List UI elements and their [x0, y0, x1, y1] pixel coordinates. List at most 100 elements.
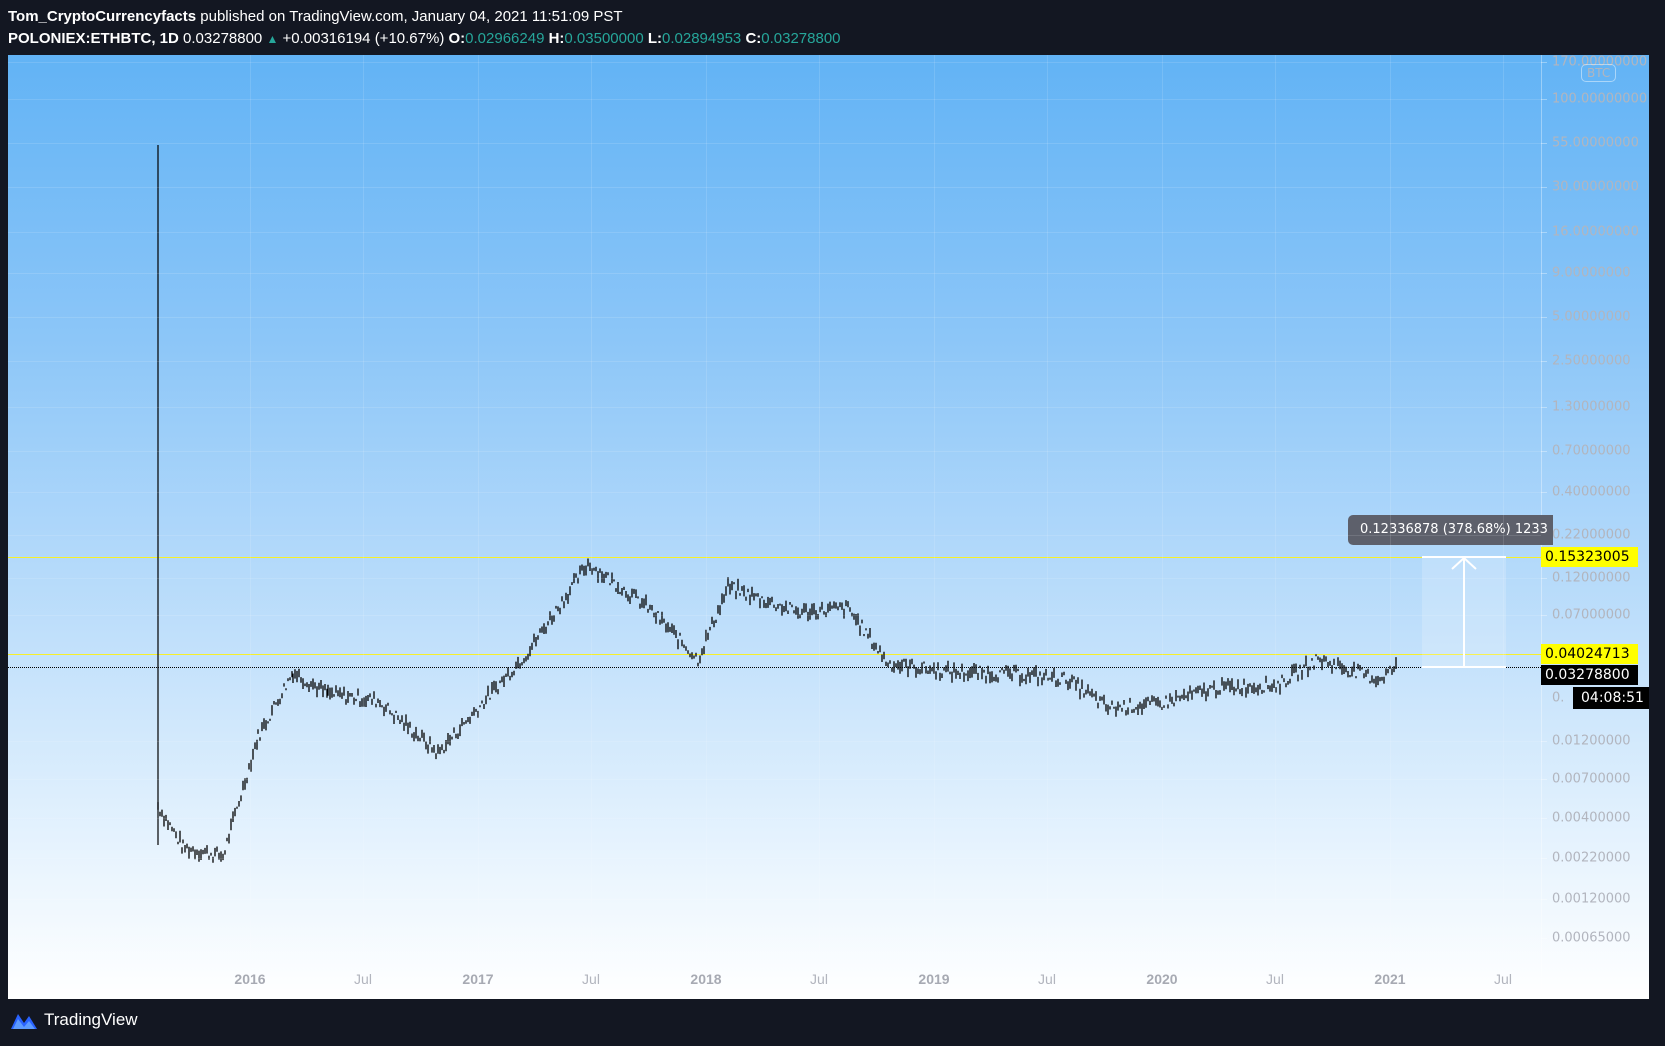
price-change: +0.00316194 (+10.67%) [282, 30, 445, 47]
low-label: L: [647, 30, 663, 47]
last-price: 0.03278800 [183, 30, 263, 47]
horizontal-gridline [8, 938, 1541, 939]
current-price-line [8, 667, 1541, 668]
vertical-gridline [819, 55, 820, 955]
price-tick-mark [1541, 779, 1547, 780]
horizontal-gridline [8, 361, 1541, 362]
price-tick-label: 0.40000000 [1552, 484, 1631, 500]
footer-branding[interactable]: TradingView [10, 1010, 138, 1030]
horizontal-gridline [8, 899, 1541, 900]
resistance-low-label: 0.04024713 [1541, 644, 1638, 664]
price-tick-label: 170.00000000 [1552, 55, 1648, 70]
price-tick-mark [1541, 578, 1547, 579]
resistance-line-high[interactable] [8, 557, 1541, 558]
vertical-gridline [1503, 55, 1504, 955]
time-tick-label: 2019 [918, 971, 950, 987]
time-tick-label: 2018 [690, 971, 722, 987]
price-tick-mark [1541, 99, 1547, 100]
time-tick-label: 2021 [1374, 971, 1406, 987]
ohlc-line: POLONIEX:ETHBTC, 1D 0.03278800 ▲ +0.0031… [8, 28, 841, 50]
price-tick-label: 5.00000000 [1552, 309, 1631, 325]
horizontal-gridline [8, 317, 1541, 318]
high-label: H: [548, 30, 565, 47]
price-tick-mark [1541, 818, 1547, 819]
price-tick-label: 0.00700000 [1552, 771, 1631, 787]
vertical-gridline [1390, 55, 1391, 955]
price-tick-label: 2.50000000 [1552, 353, 1631, 369]
triangle-up-icon: ▲ [266, 32, 279, 46]
bar-countdown: 04:08:51 [1573, 687, 1649, 709]
vertical-gridline [1275, 55, 1276, 955]
price-tick-mark [1541, 143, 1547, 144]
vertical-gridline [934, 55, 935, 955]
symbol-interval: POLONIEX:ETHBTC, 1D [8, 30, 179, 47]
price-tick-mark [1541, 938, 1547, 939]
resistance-high-label: 0.15323005 [1541, 547, 1638, 567]
price-tick-label: 0.01200000 [1552, 733, 1631, 749]
time-tick-label: Jul [810, 971, 828, 987]
price-tick-label: 16.00000000 [1552, 224, 1639, 240]
horizontal-gridline [8, 535, 1541, 536]
vertical-gridline [1047, 55, 1048, 955]
brand-name: TradingView [44, 1010, 138, 1029]
vertical-gridline [706, 55, 707, 955]
price-tick-label: 100.00000000 [1552, 91, 1648, 107]
time-tick-label: 2017 [462, 971, 494, 987]
time-tick-label: Jul [1266, 971, 1284, 987]
horizontal-gridline [8, 741, 1541, 742]
price-tick-label: 0.00065000 [1552, 930, 1631, 946]
horizontal-gridline [8, 578, 1541, 579]
price-range-arrow-icon [1422, 556, 1506, 668]
price-series [157, 145, 1397, 863]
author-name[interactable]: Tom_CryptoCurrencyfacts [8, 8, 197, 25]
price-tick-mark [1541, 741, 1547, 742]
vertical-gridline [363, 55, 364, 955]
price-tick-label: 9.00000000 [1552, 265, 1631, 281]
low-value: 0.02894953 [662, 30, 742, 47]
price-tick-mark [1541, 232, 1547, 233]
horizontal-gridline [8, 143, 1541, 144]
horizontal-gridline [8, 492, 1541, 493]
price-tick-mark [1541, 187, 1547, 188]
vertical-gridline [478, 55, 479, 955]
price-tick-label: 0.00400000 [1552, 810, 1631, 826]
horizontal-gridline [8, 62, 1541, 63]
chart-area[interactable]: 170.00000000 100.00000000 55.00000000 30.00… [8, 55, 1649, 999]
current-price-label: 0.03278800 [1541, 665, 1638, 685]
vertical-gridline [1162, 55, 1163, 955]
price-tick-mark [1541, 273, 1547, 274]
open-value: 0.02966249 [465, 30, 545, 47]
time-tick-label: 2016 [234, 971, 266, 987]
price-tick-partial: 0. [1552, 690, 1565, 706]
price-tick-mark [1541, 317, 1547, 318]
price-tick-mark [1541, 492, 1547, 493]
time-tick-label: Jul [1494, 971, 1512, 987]
horizontal-gridline [8, 858, 1541, 859]
price-tick-mark [1541, 62, 1547, 63]
close-value: 0.03278800 [761, 30, 841, 47]
price-tick-mark [1541, 858, 1547, 859]
time-tick-label: 2020 [1146, 971, 1178, 987]
vertical-gridline [591, 55, 592, 955]
publish-line: Tom_CryptoCurrencyfacts published on Tra… [8, 6, 841, 28]
horizontal-gridline [8, 818, 1541, 819]
price-tick-mark [1541, 361, 1547, 362]
horizontal-gridline [8, 779, 1541, 780]
high-value: 0.03500000 [564, 30, 644, 47]
price-tick-mark [1541, 407, 1547, 408]
currency-badge[interactable]: BTC [1581, 64, 1617, 82]
publish-info: published on TradingView.com, January 04… [196, 8, 623, 25]
horizontal-gridline [8, 407, 1541, 408]
price-range-tooltip: 0.12336878 (378.68%) 1233 [1348, 515, 1553, 545]
vertical-gridline [250, 55, 251, 955]
price-tick-label: 0.07000000 [1552, 607, 1631, 623]
resistance-line-low[interactable] [8, 654, 1541, 655]
price-tick-mark [1541, 451, 1547, 452]
price-tick-label: 0.12000000 [1552, 570, 1631, 586]
horizontal-gridline [8, 451, 1541, 452]
close-label: C: [745, 30, 762, 47]
time-tick-label: Jul [1038, 971, 1056, 987]
price-tick-label: 0.00220000 [1552, 850, 1631, 866]
tradingview-logo-icon [11, 1014, 37, 1029]
price-tick-label: 30.00000000 [1552, 179, 1639, 195]
